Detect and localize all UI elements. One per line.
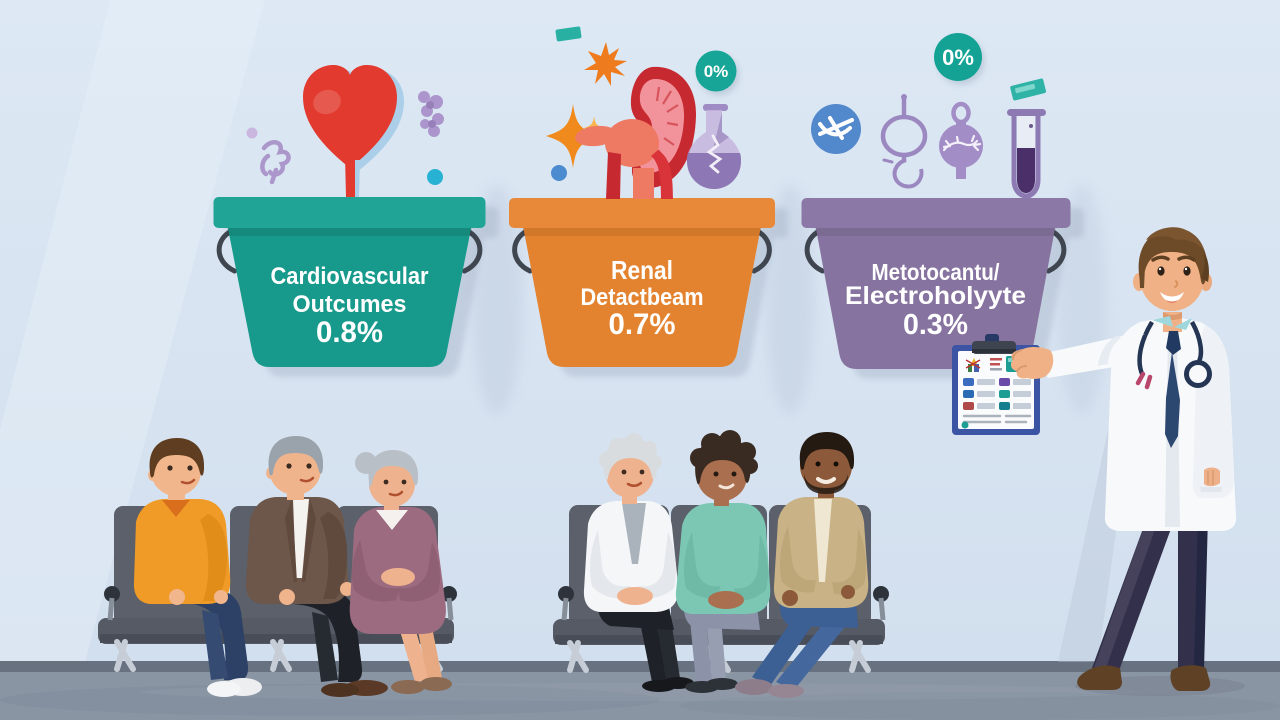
svg-text:0.3%: 0.3% — [903, 309, 968, 341]
svg-text:0%: 0% — [942, 45, 974, 70]
svg-text:0.8%: 0.8% — [316, 316, 383, 349]
svg-text:Cardiovascular: Cardiovascular — [271, 263, 429, 290]
svg-text:0.7%: 0.7% — [609, 308, 676, 341]
svg-text:Renal: Renal — [611, 255, 673, 285]
svg-text:0%: 0% — [704, 62, 729, 81]
svg-text:Outcumes: Outcumes — [293, 291, 407, 318]
svg-text:Metotocantu/: Metotocantu/ — [872, 259, 1001, 285]
svg-text:Detactbeam: Detactbeam — [581, 284, 704, 311]
svg-text:Electroholyyte: Electroholyyte — [845, 282, 1026, 310]
